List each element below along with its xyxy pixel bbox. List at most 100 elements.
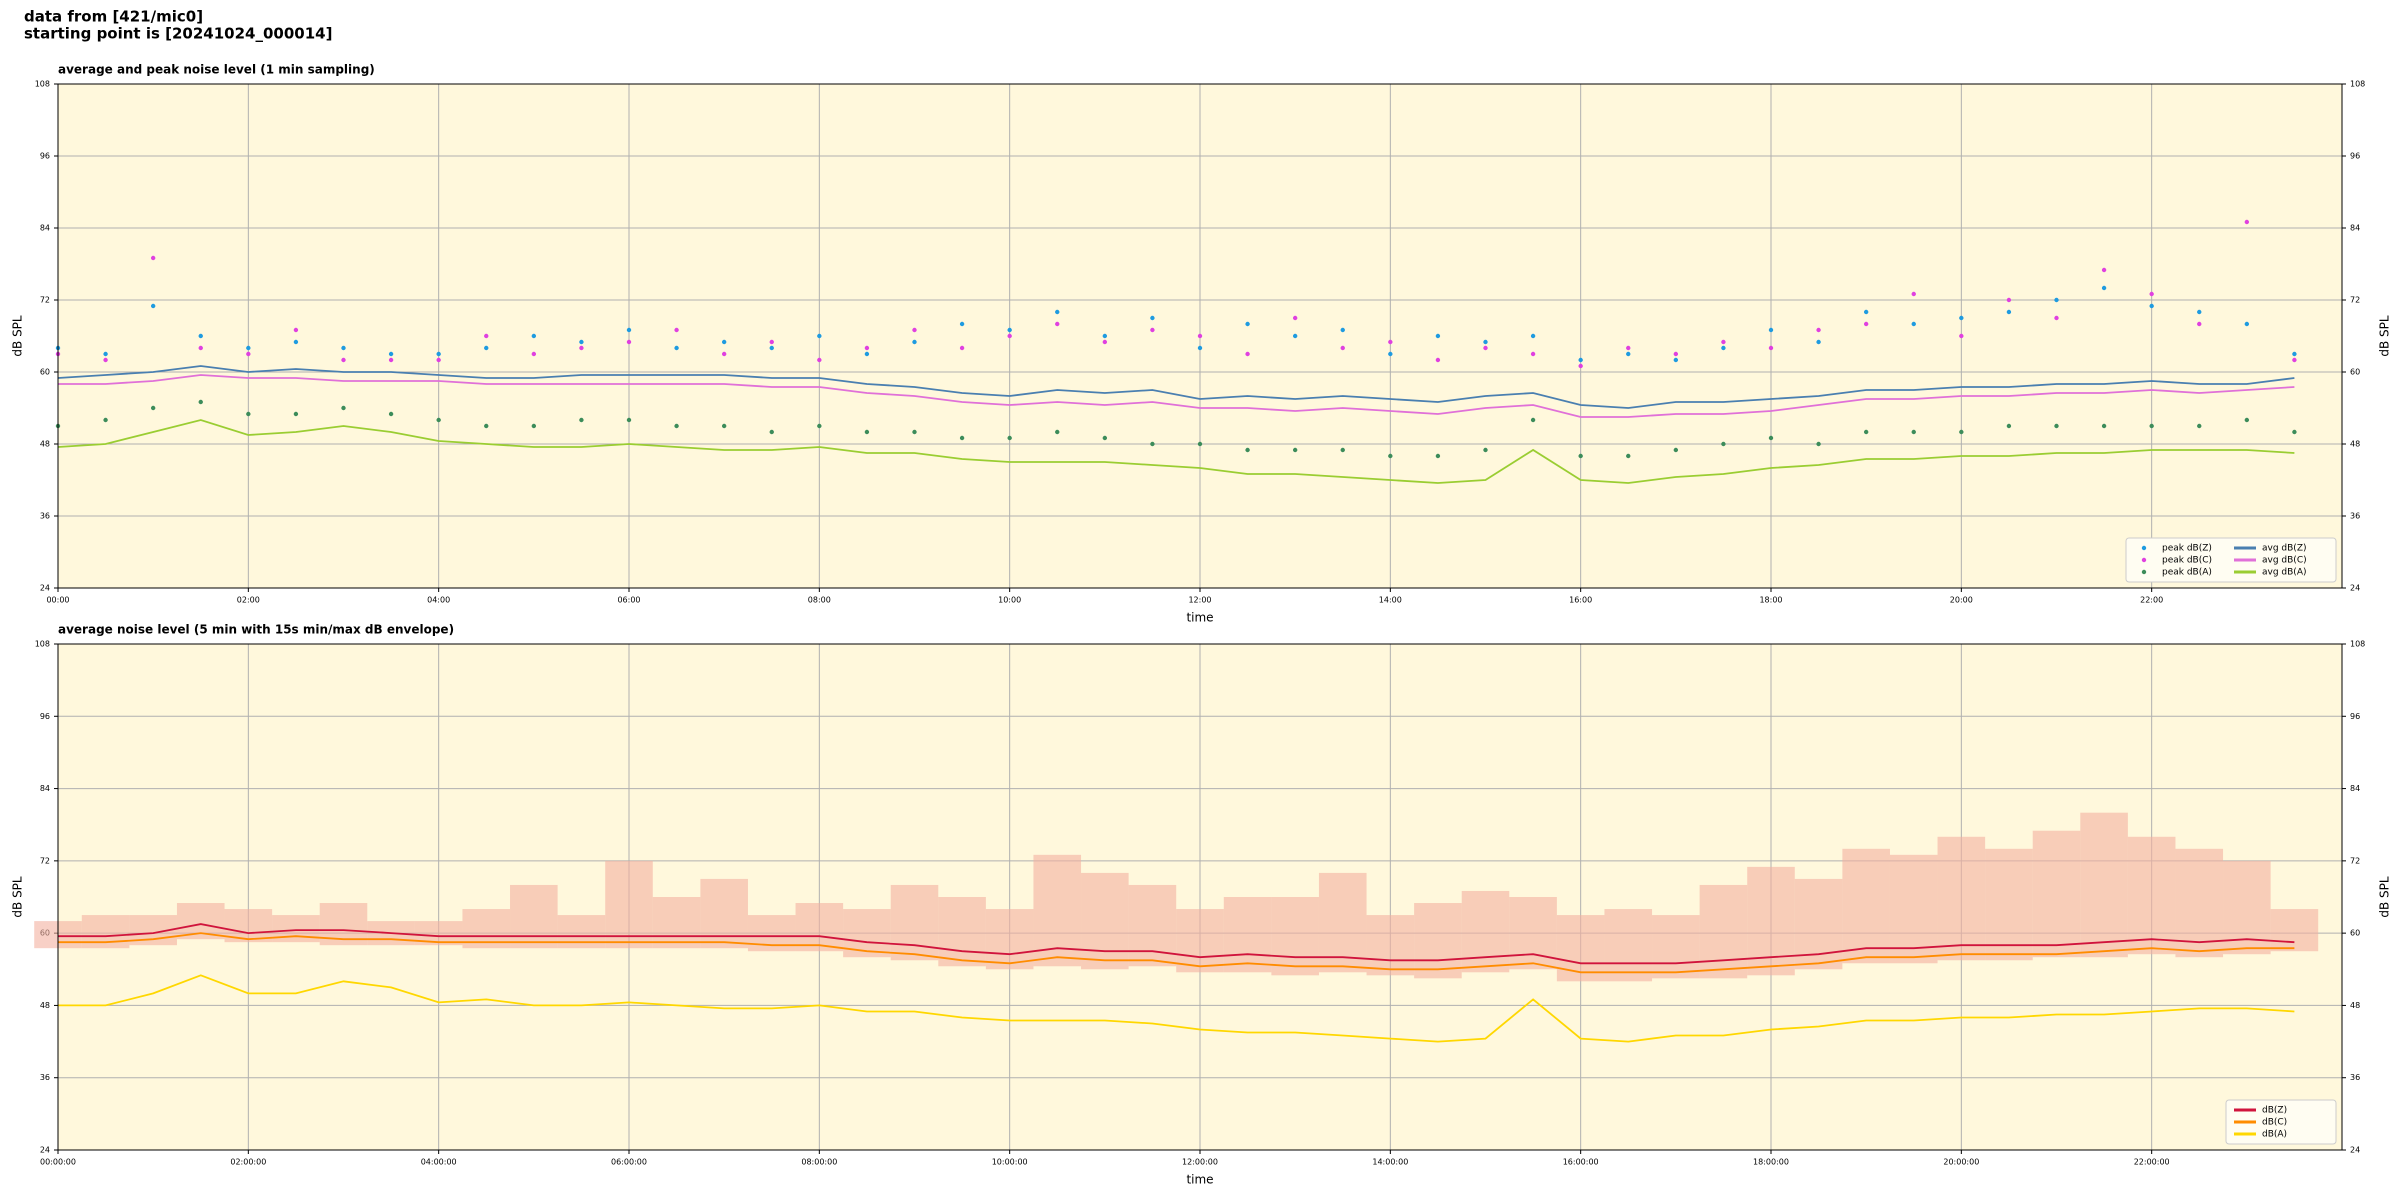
peak-point <box>1626 351 1631 357</box>
y2-tick-label: 108 <box>2350 80 2365 89</box>
peak-point <box>2292 351 2297 357</box>
plot-frame <box>57 83 2343 589</box>
x-tick-label: 14:00 <box>1379 596 1402 605</box>
peak-point <box>293 411 299 417</box>
envelope-bar <box>700 878 748 949</box>
envelope-bar <box>1509 897 1557 970</box>
peak-point <box>1483 447 1488 453</box>
peak-point <box>1911 429 1916 435</box>
envelope-bar <box>1652 915 1700 979</box>
peak-point <box>1768 435 1774 441</box>
peak-point <box>959 435 965 441</box>
peak-point <box>103 417 108 423</box>
peak-point <box>1245 447 1250 453</box>
peak-point <box>1150 327 1155 333</box>
x-tick-label: 04:00:00 <box>421 1158 457 1167</box>
peak-point <box>2054 297 2059 303</box>
header-start: starting point is [20241024_000014] <box>24 25 332 43</box>
plot-frame <box>57 643 2343 1151</box>
peak-point <box>1626 345 1631 351</box>
x-tick-label: 18:00 <box>1759 596 1782 605</box>
peak-point <box>817 423 822 429</box>
x-tick-label: 10:00 <box>998 596 1021 605</box>
peak-point <box>2006 297 2012 303</box>
peak-point <box>2054 315 2059 321</box>
y2-tick-label: 108 <box>2350 640 2365 649</box>
peak-point <box>1102 339 1108 345</box>
peak-point <box>1292 447 1298 453</box>
peak-point <box>341 405 346 411</box>
series-line <box>58 374 2295 418</box>
envelope-bar <box>1081 872 1129 970</box>
peak-point <box>2244 219 2250 225</box>
y2-axis-label: dB SPL <box>2378 876 2392 918</box>
y-axis-label: dB SPL <box>11 315 25 357</box>
envelope-bar <box>2175 848 2224 958</box>
peak-point <box>1102 333 1108 339</box>
y2-tick-label: 72 <box>2350 856 2360 865</box>
y2-tick-label: 96 <box>2350 712 2360 721</box>
peak-point <box>1055 309 1060 315</box>
envelope-bar <box>2127 836 2176 955</box>
peak-point <box>1959 429 1964 435</box>
peak-point <box>2292 429 2297 435</box>
envelope-bar <box>1985 848 2033 961</box>
peak-point <box>1816 327 1821 333</box>
peak-point <box>246 411 251 417</box>
peak-point <box>388 357 394 363</box>
x-axis-label: time <box>1186 1173 1213 1187</box>
peak-point <box>721 351 727 357</box>
envelope-bar <box>510 884 558 949</box>
envelope-bar <box>2270 909 2319 952</box>
envelope-bar <box>2080 812 2128 958</box>
peak-point <box>2101 285 2107 291</box>
peak-point <box>769 345 774 351</box>
y2-tick-label: 24 <box>2350 1146 2360 1155</box>
peak-point <box>1816 339 1821 345</box>
envelope-bar <box>652 897 701 949</box>
envelope-bar <box>985 909 1034 970</box>
peak-point <box>1150 441 1155 447</box>
x-tick-label: 20:00:00 <box>1943 1158 1979 1167</box>
peak-point <box>1721 339 1726 345</box>
series-line <box>58 974 2295 1043</box>
peak-point <box>1388 351 1393 357</box>
peak-point <box>484 345 489 351</box>
peak-point <box>388 411 394 417</box>
peak-point <box>769 339 774 345</box>
envelope-bar <box>1414 903 1462 979</box>
x-tick-label: 06:00:00 <box>611 1158 647 1167</box>
peak-point <box>436 351 441 357</box>
y2-tick-label: 60 <box>2350 929 2360 938</box>
envelope-bar <box>795 903 844 952</box>
peak-point <box>1768 327 1774 333</box>
peak-point <box>1530 351 1536 357</box>
peak-point <box>2054 423 2059 429</box>
peak-point <box>912 339 917 345</box>
y-tick-label: 24 <box>40 1146 50 1155</box>
peak-point <box>531 351 537 357</box>
peak-point <box>626 339 632 345</box>
peak-point <box>2149 291 2154 297</box>
y2-tick-label: 84 <box>2350 224 2360 233</box>
y-tick-label: 60 <box>40 368 50 377</box>
peak-point <box>198 399 203 405</box>
peak-point <box>341 345 346 351</box>
peak-point <box>1055 429 1060 435</box>
envelope-bar <box>605 860 653 949</box>
envelope-bar <box>1223 897 1272 973</box>
x-tick-label: 06:00 <box>617 596 640 605</box>
peak-point <box>1150 315 1155 321</box>
y2-tick-label: 48 <box>2350 1001 2360 1010</box>
peak-point <box>959 345 965 351</box>
y2-tick-label: 84 <box>2350 784 2360 793</box>
peak-point <box>2006 309 2012 315</box>
peak-point <box>1007 333 1012 339</box>
envelope-bar <box>1604 909 1653 982</box>
envelope-bar <box>1889 854 1938 964</box>
peak-point <box>1197 333 1203 339</box>
legend-label: peak dB(A) <box>2162 568 2212 578</box>
peak-point <box>2006 423 2012 429</box>
peak-point <box>436 357 441 363</box>
